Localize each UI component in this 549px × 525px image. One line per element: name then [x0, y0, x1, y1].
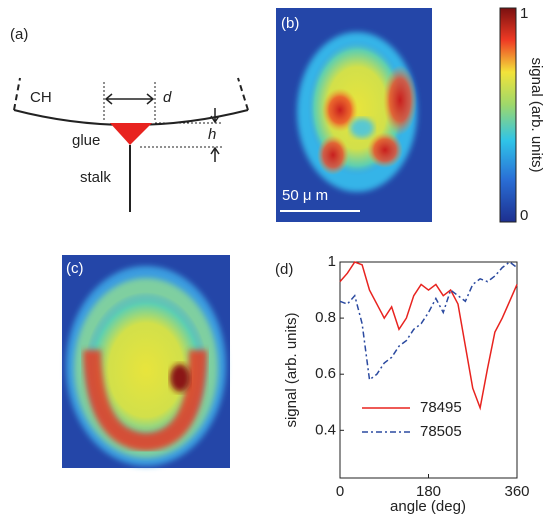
panel-label: (b) [281, 15, 299, 32]
h-label: h [208, 126, 216, 143]
d-arrow [104, 93, 155, 105]
legend-label: 78495 [420, 399, 462, 416]
y-tick-label: 0.4 [315, 421, 336, 438]
colorbar-tick-label: 1 [520, 5, 528, 22]
panel-label: (c) [66, 260, 84, 277]
scale-bar-label: 50 μ m [282, 187, 328, 204]
series-line [339, 261, 518, 382]
y-tick-label: 0.6 [315, 365, 336, 382]
diagram: (a) CH d glue h stalk [10, 26, 249, 212]
legend-label: 78505 [420, 423, 462, 440]
panel-label: (d) [275, 261, 293, 278]
x-tick-label: 180 [416, 483, 441, 500]
x-tick-label: 360 [504, 483, 529, 500]
glue-label: glue [72, 132, 100, 149]
ch-dashed [13, 77, 249, 111]
x-axis-title: angle (deg) [390, 498, 466, 515]
image-c: (c) [62, 255, 230, 468]
ch-label: CH [30, 89, 52, 106]
guides [103, 82, 222, 148]
colorbar [499, 7, 517, 223]
colorbar-tick-label: 0 [520, 207, 528, 224]
stalk-label: stalk [80, 169, 111, 186]
y-tick-label: 0.8 [315, 309, 336, 326]
panel-label: (a) [10, 26, 28, 43]
h-arrow [210, 108, 220, 162]
x-tick-label: 0 [336, 483, 344, 500]
y-axis-title: signal (arb. units) [283, 312, 300, 427]
y-tick-label: 1 [328, 253, 336, 270]
series-line [339, 261, 518, 411]
glue [110, 123, 152, 145]
d-label: d [163, 89, 172, 106]
colorbar-label: signal (arb. units) [528, 57, 545, 172]
plot-frame [339, 261, 518, 479]
image-b: 50 μ m (b) [276, 8, 432, 222]
